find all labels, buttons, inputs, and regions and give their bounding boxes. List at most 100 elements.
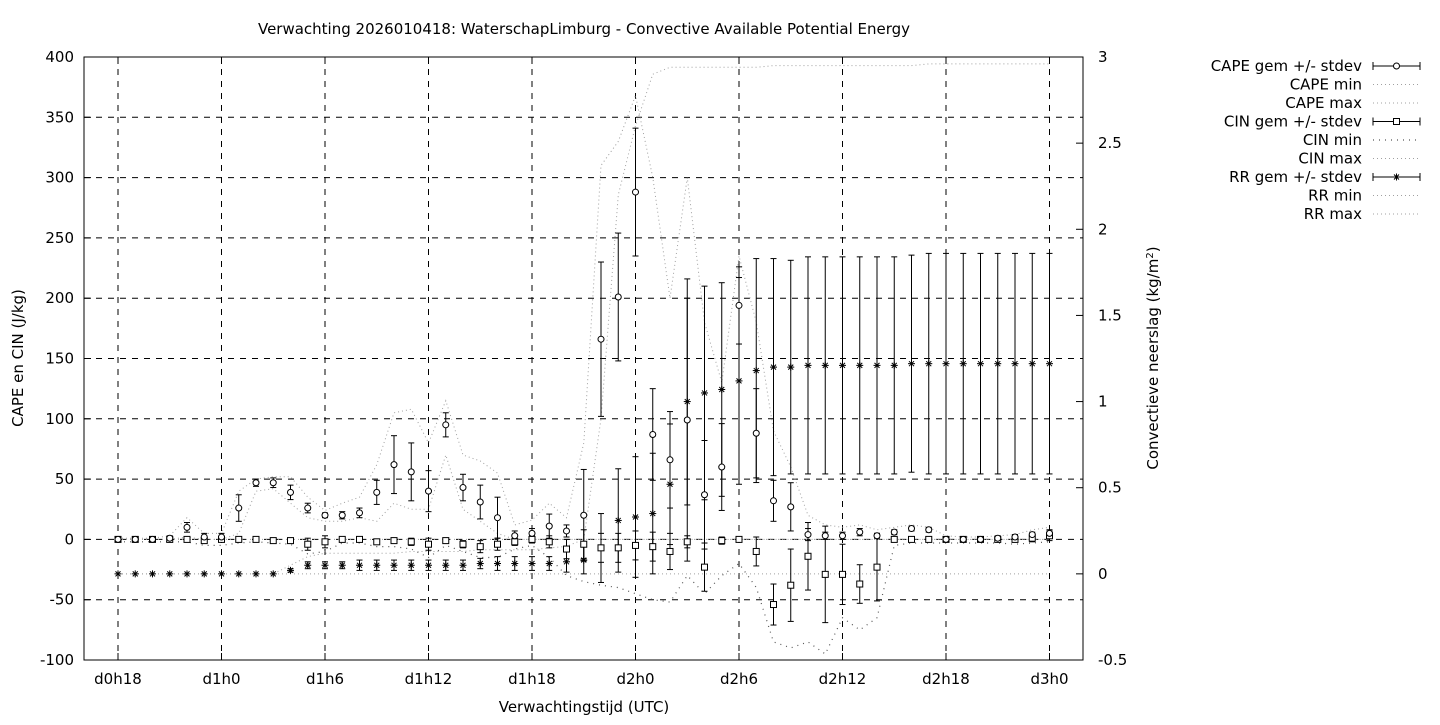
rr-point <box>752 367 760 375</box>
star-stroke <box>408 562 415 569</box>
y-tick-label: 150 <box>45 350 74 368</box>
rr-point <box>1046 360 1053 368</box>
rr-point <box>994 360 1002 368</box>
cape-point <box>890 528 898 536</box>
star-stroke <box>563 558 570 565</box>
cin-point <box>787 581 795 589</box>
y2-tick-label: 0.5 <box>1098 479 1122 497</box>
rr-point <box>925 360 933 368</box>
cape-point <box>925 526 933 534</box>
cin-point <box>580 540 588 548</box>
y2-axis-label-main: Convectieve neerslag (kg/m <box>1144 259 1162 470</box>
star-stroke <box>115 571 121 577</box>
rr-point <box>407 561 415 569</box>
cape-point <box>149 535 156 543</box>
cin-point <box>321 538 329 546</box>
cape-point <box>511 532 519 540</box>
cin-point <box>356 535 363 543</box>
cin-point <box>494 540 501 548</box>
y2-tick-label: -0.5 <box>1098 651 1127 669</box>
cape-point <box>977 535 984 543</box>
cin-point <box>804 552 812 560</box>
cape-point <box>839 532 846 540</box>
rr-point <box>959 360 967 368</box>
y-axis-label: CAPE en CIN (J/kg) <box>9 289 27 427</box>
cape-point <box>425 487 432 495</box>
star-stroke <box>701 390 708 396</box>
y2-tick-label: 0 <box>1098 565 1108 583</box>
rr-point <box>390 561 398 569</box>
rr-point <box>321 561 329 569</box>
star-stroke <box>391 562 397 569</box>
cin-point <box>666 547 674 555</box>
y-tick-label: 100 <box>45 410 74 428</box>
rr-point <box>494 560 501 568</box>
y-tick-label: 50 <box>55 470 74 488</box>
rr-point <box>804 361 812 369</box>
rr-point <box>338 561 346 569</box>
star-stroke <box>874 362 880 369</box>
y-tick-label: -50 <box>50 591 75 609</box>
cin-point <box>632 541 639 549</box>
cape-point <box>131 535 139 543</box>
star-stroke <box>149 571 156 577</box>
star-stroke <box>253 571 259 577</box>
y-tick-label: 400 <box>45 48 74 66</box>
rr-point <box>252 570 260 578</box>
rr-point <box>787 363 795 371</box>
rr-point <box>908 360 915 368</box>
legend-rr-mean-marker <box>1393 173 1400 181</box>
cin-point <box>839 570 846 578</box>
cin-point <box>873 563 881 571</box>
star-stroke <box>1393 174 1400 180</box>
x-tick-label: d1h12 <box>405 670 453 688</box>
cape-point <box>580 511 588 519</box>
rr-point <box>545 560 553 568</box>
star-stroke <box>304 562 311 569</box>
rr-point <box>718 386 726 394</box>
legend-cape-max-label: CAPE max <box>1285 94 1362 112</box>
cape-point <box>873 532 881 540</box>
rr-point <box>856 361 864 369</box>
rr-point <box>218 570 225 578</box>
y-tick-label: 0 <box>64 530 74 548</box>
cape-point <box>183 523 191 531</box>
rr-point <box>356 561 363 569</box>
cin-point <box>563 545 570 553</box>
cape-point <box>1046 529 1053 537</box>
legend-cin-mean-label: CIN gem +/- stdev <box>1224 113 1362 131</box>
cin-point <box>614 544 622 552</box>
star-stroke <box>908 360 915 367</box>
cin-point <box>269 537 277 545</box>
rr-point <box>563 558 570 566</box>
y2-axis-label-sup: 2 <box>1145 252 1156 258</box>
cape-point <box>442 421 450 429</box>
y2-axis-label: Convectieve neerslag (kg/m2) <box>1144 246 1162 469</box>
cape-point <box>1028 531 1036 539</box>
star-stroke <box>684 398 691 405</box>
y2-tick-label: 2 <box>1098 220 1108 238</box>
cape-point <box>528 529 536 537</box>
star-stroke <box>718 386 725 393</box>
cape-point <box>252 479 260 487</box>
cin-point <box>338 535 346 543</box>
cin-point <box>287 537 294 545</box>
star-stroke <box>477 560 484 567</box>
rr-point <box>839 361 846 369</box>
cin-point <box>649 543 657 551</box>
x-tick-label: d1h6 <box>306 670 344 688</box>
rr-point <box>425 561 432 569</box>
cape-point <box>701 491 708 499</box>
star-stroke <box>943 360 949 367</box>
star-stroke <box>1012 360 1018 367</box>
y2-axis-label-end: ) <box>1144 246 1162 252</box>
star-stroke <box>649 510 656 517</box>
cin-point <box>770 601 777 609</box>
cape-point <box>166 534 174 542</box>
cape-point <box>287 488 294 496</box>
cin-point <box>476 543 484 551</box>
y2-tick-label: 3 <box>1098 48 1108 66</box>
rr-point <box>701 389 708 397</box>
rr-point <box>977 360 984 368</box>
cape-point <box>908 525 915 533</box>
